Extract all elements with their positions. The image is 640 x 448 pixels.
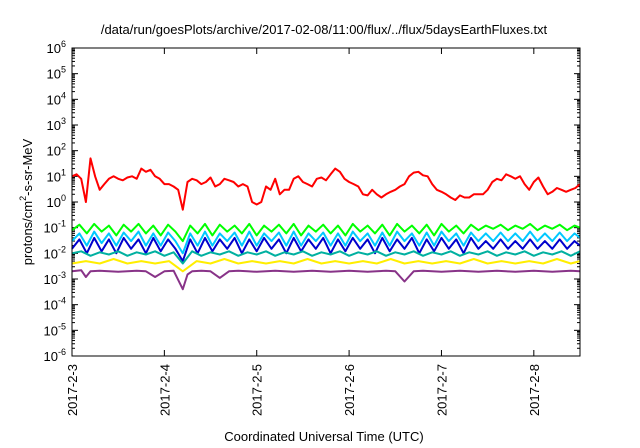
series-line-7 [71,269,581,291]
series-line-6 [71,258,581,273]
y-tick-label: 106 [47,39,66,56]
x-tick-label: 2017-2-8 [527,364,542,416]
y-tick-exp: -6 [58,347,66,357]
y-tick-exp: 2 [61,142,66,152]
y-axis-label: protons/cm2-s-sr-MeV [18,138,35,265]
y-axis-ticks: 10-610-510-410-310-210-11001011021031041… [44,39,580,364]
y-tick-exp: 6 [61,39,66,49]
series-line-3 [71,230,581,255]
series-line-5 [71,250,581,265]
y-tick-label: 100 [47,193,66,210]
x-tick-label: 2017-2-4 [157,364,172,416]
y-tick-exp: -3 [58,270,66,280]
y-tick-label: 10-1 [44,219,66,236]
y-tick-base: 10 [47,92,61,107]
y-axis-label-main: protons/cm [20,201,35,265]
y-tick-label: 10-3 [44,270,66,287]
x-tick-label: 2017-2-5 [250,364,265,416]
x-tick-label: 2017-2-7 [434,364,449,416]
x-axis-ticks: 2017-2-3 2017-2-4 2017-2-5 2017-2-6 2017-2-7… [65,48,542,416]
y-tick-label: 104 [47,90,66,107]
y-tick-label: 105 [47,65,66,82]
y-axis-label-tail: -s-sr-MeV [20,138,35,195]
y-tick-base: 10 [44,246,58,261]
y-tick-exp: 1 [61,167,66,177]
y-tick-exp: -2 [58,244,66,254]
y-tick-exp: -5 [58,321,66,331]
y-tick-base: 10 [44,298,58,313]
y-tick-label: 101 [47,167,66,184]
y-tick-label: 10-6 [44,347,66,364]
y-tick-base: 10 [47,195,61,210]
series-line-1 [71,157,581,211]
y-tick-label: 103 [47,116,66,133]
y-tick-base: 10 [44,323,58,338]
y-tick-exp: -1 [58,219,66,229]
series-line-2 [71,222,581,243]
y-tick-label: 10-5 [44,321,66,338]
y-tick-base: 10 [47,169,61,184]
y-tick-label: 10-2 [44,244,66,261]
series-group [71,157,581,291]
x-axis-label: Coordinated Universal Time (UTC) [224,429,423,444]
y-tick-base: 10 [47,41,61,56]
y-tick-base: 10 [44,272,58,287]
y-tick-exp: 3 [61,116,66,126]
y-tick-base: 10 [47,118,61,133]
y-tick-base: 10 [44,349,58,364]
y-tick-exp: 4 [61,90,66,100]
y-tick-base: 10 [47,144,61,159]
y-tick-base: 10 [47,67,61,82]
y-tick-exp: 5 [61,65,66,75]
y-axis-label-sup: 2 [18,196,28,201]
x-tick-label: 2017-2-6 [342,364,357,416]
y-tick-exp: 0 [61,193,66,203]
chart-title: /data/run/goesPlots/archive/2017-02-08/1… [101,22,548,37]
y-tick-label: 102 [47,142,66,159]
series-line-4 [71,236,581,263]
x-tick-label: 2017-2-3 [65,364,80,416]
y-tick-exp: -4 [58,296,66,306]
plot-frame [71,47,581,357]
y-tick-base: 10 [44,221,58,236]
y-tick-label: 10-4 [44,296,66,313]
